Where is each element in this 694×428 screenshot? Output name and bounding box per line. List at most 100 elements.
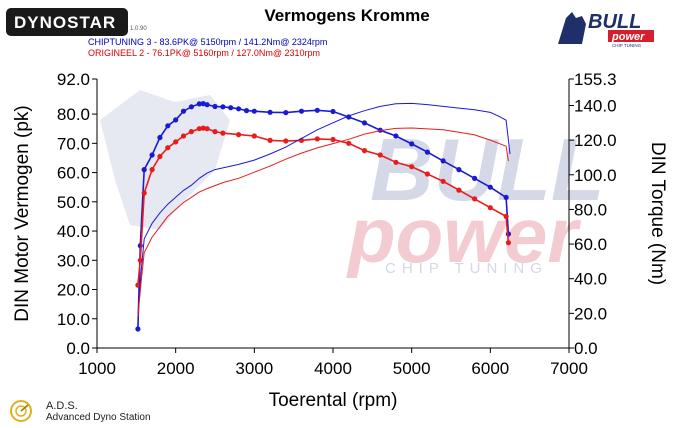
data-point-power xyxy=(212,103,218,110)
data-point-power xyxy=(173,117,179,123)
ads-subtitle: Advanced Dyno Station xyxy=(46,412,151,423)
dynostar-version: 1.0.90 xyxy=(130,26,147,32)
y-right-tick-label: 0.0 xyxy=(574,339,598,358)
data-point-power xyxy=(314,136,320,142)
y-left-tick-label: 20.0 xyxy=(57,281,90,300)
data-point-power xyxy=(196,101,202,107)
data-point-power xyxy=(204,126,210,132)
y-left-tick-label: 10.0 xyxy=(57,310,90,329)
y-left-tick-label: 40.0 xyxy=(57,222,90,241)
data-point-power xyxy=(149,152,155,158)
power-logo-text: power xyxy=(611,31,645,43)
data-point-power xyxy=(346,140,352,146)
data-point-power xyxy=(200,125,206,131)
data-point-power xyxy=(283,110,289,116)
data-point-power xyxy=(188,104,194,110)
data-point-power xyxy=(503,194,509,200)
data-point-power xyxy=(157,134,163,141)
series-line-origineel-2-torque xyxy=(137,127,509,317)
data-point-power xyxy=(377,152,383,158)
data-point-power xyxy=(204,102,210,108)
data-point-power xyxy=(393,133,399,139)
data-point-power xyxy=(409,164,415,170)
chart-title: Vermogens Kromme xyxy=(264,6,430,25)
data-point-power xyxy=(505,240,511,246)
watermark-bull-text: BULL xyxy=(370,120,605,219)
data-point-power xyxy=(361,120,368,126)
data-point-power xyxy=(243,108,250,114)
data-point-power xyxy=(228,105,234,111)
data-point-power xyxy=(361,148,368,154)
bull-silhouette-icon xyxy=(558,12,586,44)
x-tick-label: 4000 xyxy=(314,359,352,378)
y-right-tick-label: 80.0 xyxy=(574,200,607,219)
watermark-power-text: power xyxy=(346,191,581,279)
data-point-power xyxy=(393,159,399,165)
x-tick-label: 6000 xyxy=(471,359,509,378)
data-point-power xyxy=(220,130,226,136)
data-point-power xyxy=(141,167,147,173)
bull-power-logo: BULL power CHIP TUNING xyxy=(552,4,656,48)
data-point-power xyxy=(180,108,187,114)
y-left-tick-label: 60.0 xyxy=(57,164,90,183)
data-point-power xyxy=(200,101,206,107)
bull-logo-text: BULL xyxy=(588,11,641,33)
y-right-tick-label: 40.0 xyxy=(574,270,607,289)
data-point-power xyxy=(251,133,257,139)
x-tick-label: 2000 xyxy=(157,359,195,378)
x-tick-label: 3000 xyxy=(235,359,273,378)
x-tick-label: 1000 xyxy=(78,359,116,378)
ads-title: A.D.S. xyxy=(46,400,78,412)
y-left-tick-label: 30.0 xyxy=(57,251,90,270)
x-tick-label: 5000 xyxy=(393,359,431,378)
data-point-power xyxy=(472,196,478,202)
y-left-tick-label: 50.0 xyxy=(57,193,90,212)
legend-run-origineel: ORIGINEEL 2 - 76.1PK@ 5160rpm / 127.0Nm@… xyxy=(88,48,321,58)
data-point-power xyxy=(251,108,257,114)
data-point-power xyxy=(456,187,462,193)
y-left-tick-label: 80.0 xyxy=(57,105,90,124)
data-point-power xyxy=(487,205,493,211)
data-point-power xyxy=(212,129,218,135)
data-point-power xyxy=(135,282,141,288)
chiptuning-logo-text: CHIP TUNING xyxy=(612,43,642,48)
y-left-tick-label: 92.0 xyxy=(57,70,90,89)
data-point-power xyxy=(487,184,493,190)
data-point-power xyxy=(173,139,179,145)
data-point-power xyxy=(456,167,462,173)
data-point-power xyxy=(236,106,242,112)
data-point-power xyxy=(267,137,273,143)
y-right-tick-label: 20.0 xyxy=(574,304,607,323)
data-point-power xyxy=(165,123,171,129)
series-line-chiptuning-3-torque xyxy=(137,102,511,317)
data-point-power xyxy=(440,178,446,184)
data-point-power xyxy=(472,175,478,181)
x-axis-label: Toerental (rpm) xyxy=(269,390,398,411)
data-point-power xyxy=(424,149,430,155)
watermark-chiptuning-text: CHIP TUNING xyxy=(385,260,548,277)
y-left-tick-label: 0.0 xyxy=(66,339,90,358)
ads-logo-icon xyxy=(10,400,32,422)
y-axis-right-label: DIN Torque (Nm) xyxy=(647,142,668,285)
y-right-tick-label: 140.0 xyxy=(574,97,617,116)
data-point-power xyxy=(236,132,242,138)
data-point-power xyxy=(180,133,187,139)
chart-series xyxy=(135,101,511,332)
y-axis-left-label: DIN Motor Vermogen (pk) xyxy=(12,105,33,321)
watermark-bull-icon xyxy=(100,90,230,230)
y-right-tick-label: 120.0 xyxy=(574,131,617,150)
data-point-power xyxy=(330,108,336,115)
ads-footer: A.D.S. Advanced Dyno Station xyxy=(46,400,151,424)
data-point-power xyxy=(149,167,155,173)
dynostar-logo-text: DYNOSTAR xyxy=(14,13,117,32)
data-point-power xyxy=(440,158,446,164)
data-point-power xyxy=(283,138,289,144)
dynostar-logo: DYNOSTAR xyxy=(6,8,128,36)
data-point-power xyxy=(141,190,147,196)
chart-axes: 1000 2000 3000 4000 5000 6000 70000.010.020.03… xyxy=(12,70,668,411)
data-point-power xyxy=(220,104,226,110)
y-left-tick-label: 70.0 xyxy=(57,134,90,153)
data-point-power xyxy=(165,145,171,151)
data-point-power xyxy=(503,213,509,219)
